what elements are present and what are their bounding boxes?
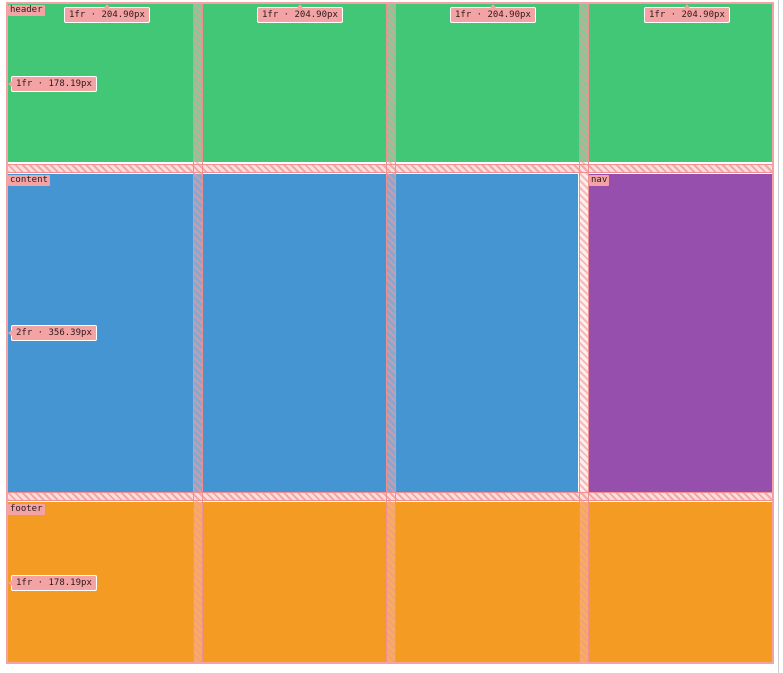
nav-area xyxy=(589,174,772,492)
grid-line-column xyxy=(588,4,589,662)
viewport-edge xyxy=(778,0,779,673)
area-label-footer: footer xyxy=(8,504,45,515)
grid-container-outline xyxy=(6,2,774,664)
area-label-content: content xyxy=(8,175,50,186)
column-track-label: 1fr · 204.90px xyxy=(257,4,343,23)
grid-line-row xyxy=(8,172,772,173)
column-track-label: 1fr · 204.90px xyxy=(64,4,150,23)
row-gap-2 xyxy=(8,492,772,501)
column-gap-1 xyxy=(193,4,202,662)
grid-line-column xyxy=(202,4,203,662)
area-label-header: header xyxy=(8,5,45,16)
content-area xyxy=(8,174,578,492)
column-gap-3 xyxy=(579,4,588,662)
row-gap-1 xyxy=(8,164,772,173)
row-track-label: 2fr · 356.39px xyxy=(8,325,97,341)
grid-line-column xyxy=(579,4,580,662)
grid-line-row xyxy=(8,164,772,165)
row-track-label: 1fr · 178.19px xyxy=(8,575,97,591)
grid-line-row xyxy=(8,500,772,501)
column-track-label: 1fr · 204.90px xyxy=(644,4,730,23)
column-gap-2 xyxy=(386,4,395,662)
grid-line-column xyxy=(395,4,396,662)
grid-line-row xyxy=(8,492,772,493)
row-track-label: 1fr · 178.19px xyxy=(8,76,97,92)
column-track-label: 1fr · 204.90px xyxy=(450,4,536,23)
grid-line-column xyxy=(193,4,194,662)
area-label-nav: nav xyxy=(589,175,610,186)
grid-line-column xyxy=(386,4,387,662)
